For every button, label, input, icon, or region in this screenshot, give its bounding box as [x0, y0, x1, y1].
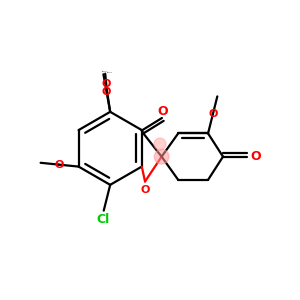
Text: methoxy: methoxy [107, 72, 113, 73]
Text: methoxy: methoxy [102, 71, 108, 72]
Text: O: O [54, 160, 64, 170]
Text: O: O [208, 109, 218, 119]
Text: O: O [102, 87, 111, 97]
Text: O: O [141, 185, 150, 195]
Circle shape [154, 149, 169, 164]
Text: O: O [250, 150, 261, 163]
Text: O: O [101, 79, 111, 89]
Text: O: O [158, 105, 168, 118]
Circle shape [154, 138, 166, 150]
Text: Cl: Cl [97, 213, 110, 226]
